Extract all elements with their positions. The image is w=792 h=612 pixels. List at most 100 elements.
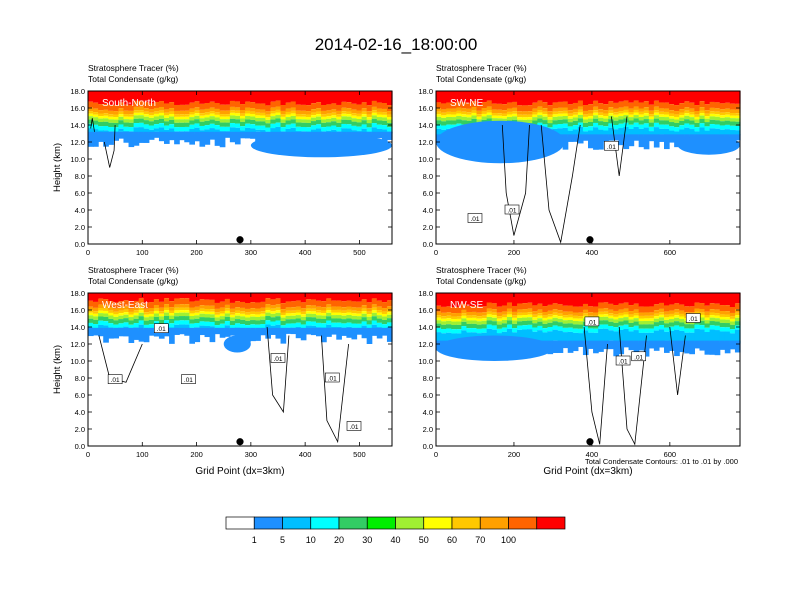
tracer-cell	[527, 117, 533, 120]
tracer-cell	[184, 293, 190, 299]
tracer-cell	[648, 131, 655, 136]
tracer-cell	[532, 327, 538, 332]
tracer-cell	[567, 122, 574, 127]
tracer-cell	[643, 91, 650, 102]
tracer-cell	[709, 303, 716, 310]
tracer-cell	[194, 306, 201, 311]
tracer-cell	[653, 304, 660, 311]
tracer-cell	[598, 308, 604, 312]
tracer-cell	[285, 327, 292, 334]
tracer-cell	[331, 315, 337, 319]
tracer-cell	[684, 324, 690, 329]
tracer-cell	[179, 312, 185, 317]
tracer-cell	[643, 312, 650, 316]
tracer-cell	[260, 118, 266, 122]
tracer-cell	[316, 116, 322, 121]
tracer-cell	[224, 310, 231, 314]
tracer-cell	[527, 119, 533, 124]
tracer-cell	[265, 327, 271, 339]
tracer-cell	[577, 112, 584, 115]
tracer-cell	[608, 325, 614, 331]
tracer-cell	[567, 340, 574, 353]
tracer-cell	[436, 108, 442, 112]
tracer-cell	[153, 91, 160, 103]
tracer-cell	[501, 311, 508, 315]
tracer-cell	[219, 122, 226, 127]
tracer-cell	[694, 116, 701, 120]
tracer-cell	[356, 316, 363, 320]
tracer-cell	[699, 312, 706, 315]
x-tick-label: 200	[190, 248, 203, 257]
y-tick-label: 14.0	[70, 323, 85, 332]
tracer-cell	[461, 108, 467, 112]
tracer-cell	[481, 315, 488, 319]
tracer-cell	[371, 310, 378, 313]
tracer-cell	[250, 293, 256, 303]
tracer-cell	[341, 107, 347, 112]
tracer-cell	[729, 125, 736, 131]
tracer-cell	[229, 106, 236, 111]
tracer-cell	[209, 119, 216, 124]
tracer-cell	[547, 117, 554, 120]
x-tick-label: 500	[353, 248, 366, 257]
tracer-cell	[552, 325, 559, 330]
tracer-cell	[341, 301, 347, 308]
colorbar-swatch	[451, 516, 481, 530]
tracer-cell	[148, 319, 155, 325]
colorbar-swatch	[395, 516, 425, 530]
tracer-cell	[684, 115, 690, 120]
tracer-cell	[346, 309, 353, 313]
tracer-cell	[138, 324, 145, 331]
tracer-cell	[547, 316, 554, 320]
tracer-cell	[331, 109, 337, 113]
tracer-cell	[734, 321, 741, 326]
tracer-cell	[557, 107, 564, 112]
contour-label: .01	[689, 316, 698, 323]
tracer-cell	[204, 125, 211, 130]
tracer-cell	[613, 340, 619, 357]
tracer-cell	[143, 293, 150, 303]
tracer-cell	[255, 125, 261, 130]
tracer-cell	[618, 303, 625, 310]
tracer-cell	[724, 314, 731, 318]
tracer-cell	[547, 114, 554, 118]
tracer-cell	[557, 119, 564, 125]
tracer-cell	[658, 116, 665, 121]
tracer-cell	[582, 313, 589, 316]
y-tick-label: 8.0	[423, 172, 433, 181]
tracer-cell	[734, 91, 741, 104]
tracer-cell	[603, 316, 609, 321]
tracer-cell	[305, 119, 312, 123]
tracer-cell	[361, 327, 368, 339]
tracer-cell	[441, 321, 447, 325]
tracer-cell	[316, 322, 322, 328]
tracer-cell	[446, 116, 452, 121]
tracer-cell	[138, 122, 145, 128]
tracer-cell	[638, 332, 645, 344]
tracer-cell	[466, 317, 473, 321]
tracer-cell	[588, 134, 594, 149]
tracer-cell	[532, 112, 538, 115]
tracer-cell	[164, 316, 170, 321]
tracer-cell	[491, 293, 498, 304]
tracer-cell	[456, 316, 462, 319]
tracer-cell	[381, 311, 388, 314]
contour-line	[103, 124, 116, 168]
tracer-cell	[734, 134, 741, 141]
tracer-cell	[714, 340, 721, 356]
tracer-cell	[628, 322, 635, 328]
tracer-cell	[265, 320, 271, 325]
tracer-cell	[371, 327, 378, 336]
tracer-cell	[93, 108, 99, 113]
tracer-cell	[118, 310, 125, 314]
tracer-cell	[169, 313, 175, 316]
tracer-cell	[537, 110, 543, 113]
tracer-cell	[234, 123, 241, 128]
tracer-cell	[260, 313, 266, 317]
tracer-cell	[552, 111, 559, 115]
tracer-cell	[674, 114, 680, 117]
tracer-cell	[699, 91, 706, 102]
tracer-cell	[471, 293, 478, 306]
tracer-cell	[118, 108, 125, 112]
tracer-cell	[714, 313, 721, 316]
